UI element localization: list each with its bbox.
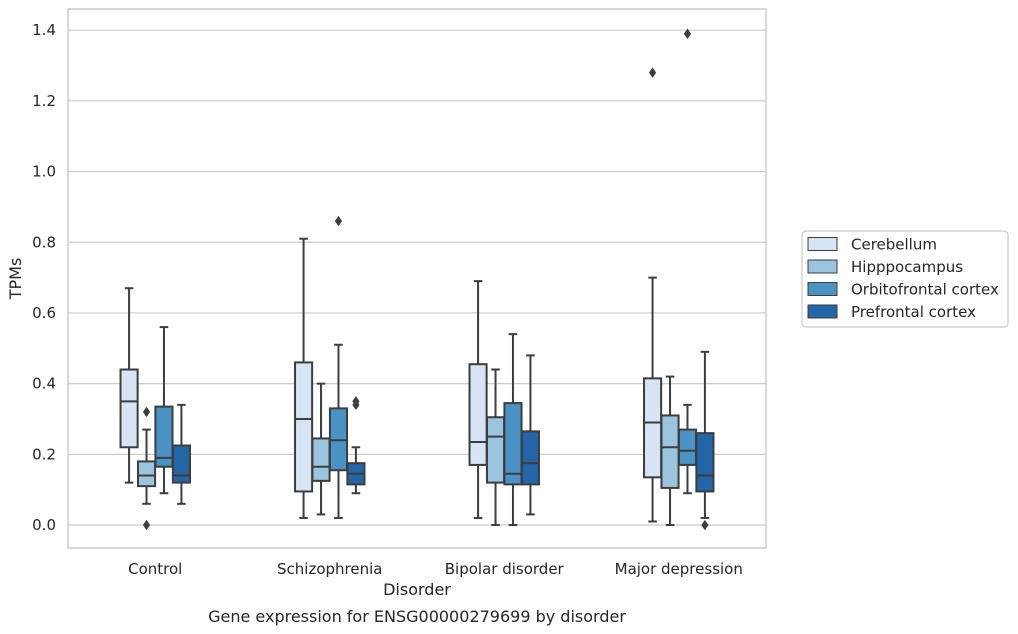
- legend-swatch: [807, 304, 838, 319]
- outlier-point: [334, 215, 343, 227]
- y-tick-label: 1.4: [32, 21, 56, 39]
- y-tick-label: 1.2: [32, 92, 56, 110]
- y-tick-label: 0.2: [32, 445, 56, 463]
- box-iqr: [677, 428, 698, 466]
- box-hipppocampus: [311, 382, 331, 516]
- y-tick-label: 0.0: [32, 516, 56, 534]
- y-tick-label: 0.4: [32, 375, 56, 393]
- outlier-point: [352, 399, 360, 411]
- box-iqr: [485, 416, 506, 484]
- outlier-point: [648, 67, 657, 78]
- box-prefrontal-cortex: [520, 354, 540, 516]
- box-iqr: [171, 444, 191, 484]
- legend: Cerebellum Hipppocampus Orbitofrontal cort…: [801, 230, 1009, 328]
- outlier-point: [142, 406, 151, 418]
- box-iqr: [520, 430, 540, 486]
- box-prefrontal-cortex: [171, 403, 191, 505]
- box-iqr: [294, 361, 314, 493]
- box-cerebellum: [468, 280, 488, 519]
- box-hipppocampus: [485, 368, 506, 527]
- x-tick-label: Bipolar disorder: [445, 560, 565, 578]
- box-cerebellum: [294, 237, 314, 519]
- box-orbitofrontal-cortex: [328, 215, 349, 519]
- x-axis-ticks: Control Schizophrenia Bipolar disorder Majo…: [128, 560, 743, 578]
- y-tick-label: 0.8: [32, 233, 56, 251]
- y-axis-ticks: 0.0 0.2 0.4 0.6 0.8 1.0 1.2 1.4: [32, 21, 56, 534]
- legend-label: Hipppocampus: [851, 258, 963, 276]
- legend-label: Orbitofrontal cortex: [851, 281, 999, 299]
- box-prefrontal-cortex: [346, 396, 366, 495]
- x-tick-label: Major depression: [615, 560, 743, 578]
- legend-swatch: [807, 282, 838, 296]
- chart-caption: Gene expression for ENSG00000279699 by d…: [208, 607, 626, 626]
- box-iqr: [660, 414, 680, 489]
- box-cerebellum: [643, 67, 663, 523]
- box-iqr: [119, 368, 139, 449]
- box-iqr: [695, 432, 715, 493]
- outlier-point: [701, 519, 709, 531]
- box-orbitofrontal-cortex: [154, 326, 174, 495]
- box-cerebellum: [119, 287, 139, 484]
- box-hipppocampus: [136, 406, 157, 531]
- legend-swatch: [807, 237, 838, 251]
- box-iqr: [643, 377, 663, 479]
- x-tick-label: Schizophrenia: [277, 560, 382, 578]
- outlier-point: [142, 519, 151, 531]
- legend-swatch: [807, 259, 838, 274]
- x-axis-label: Disorder: [383, 580, 451, 599]
- y-axis-label: TPMs: [6, 258, 25, 301]
- y-tick-label: 0.6: [32, 304, 56, 322]
- box-iqr: [468, 363, 488, 466]
- outlier-point: [683, 28, 692, 39]
- legend-label: Prefrontal cortex: [851, 303, 976, 321]
- box-hipppocampus: [660, 375, 680, 527]
- box-iqr: [154, 405, 174, 468]
- x-tick-label: Control: [128, 560, 182, 578]
- y-tick-label: 1.0: [32, 163, 56, 181]
- box-prefrontal-cortex: [695, 350, 715, 531]
- legend-frame: [801, 230, 1009, 328]
- box-iqr: [311, 437, 331, 482]
- boxes: [119, 28, 715, 531]
- legend-label: Cerebellum: [851, 236, 937, 254]
- box-iqr: [136, 460, 157, 488]
- box-iqr: [503, 402, 523, 486]
